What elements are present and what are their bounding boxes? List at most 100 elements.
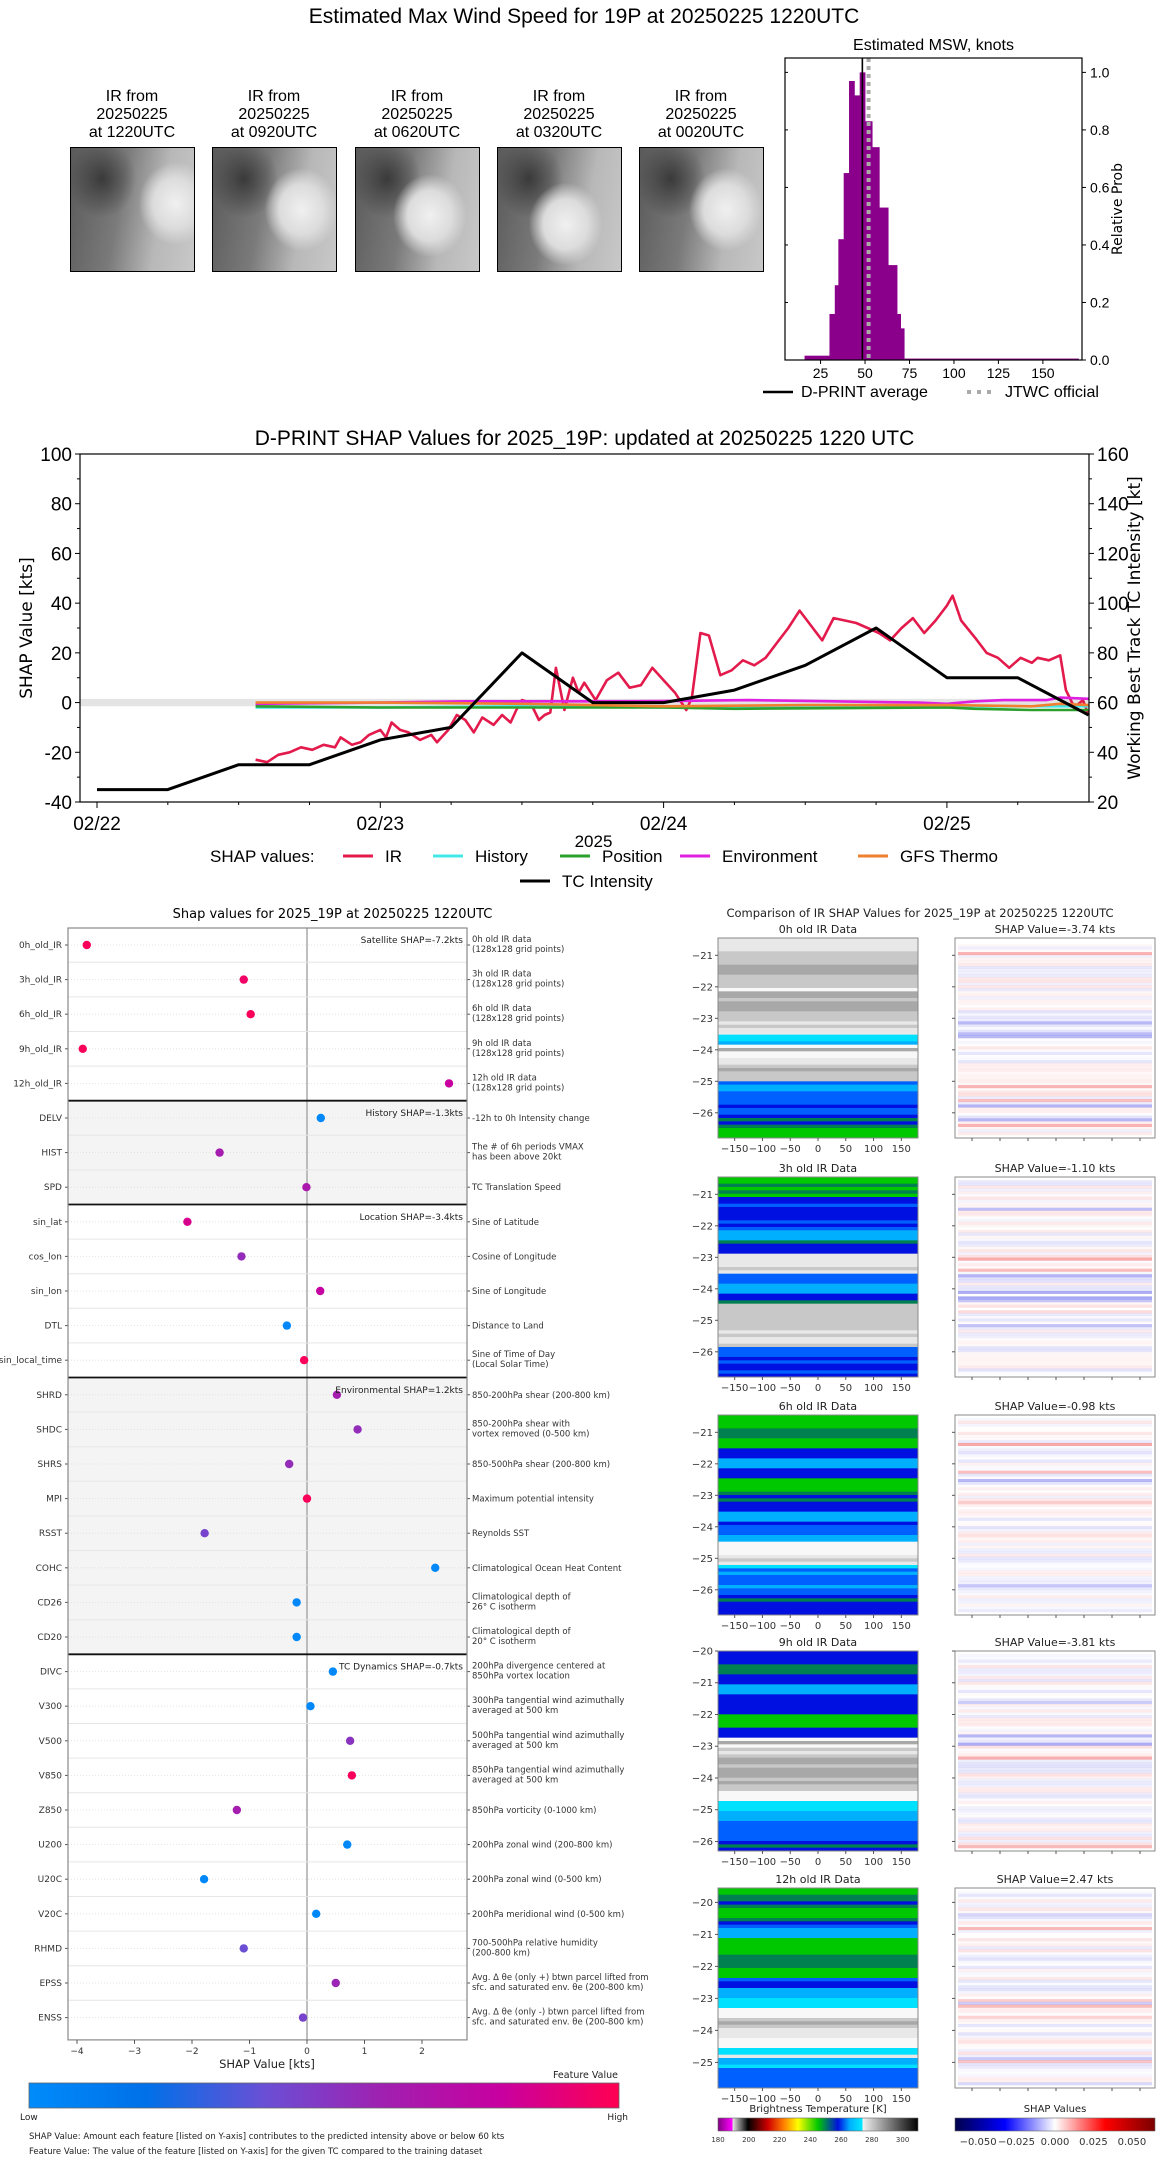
y-tick-label: -40 xyxy=(45,793,72,814)
shap-band xyxy=(958,971,1152,975)
feature-description: -12h to 0h Intensity change xyxy=(472,1114,590,1124)
y-tick-label: −22 xyxy=(692,1962,713,1973)
feature-description: (200-800 km) xyxy=(472,1948,530,1958)
ir-band xyxy=(718,1491,918,1496)
shap-colorbar-tick: 0.000 xyxy=(1041,2137,1070,2148)
ir-band xyxy=(718,1551,918,1556)
feature-label: sin_local_time xyxy=(0,1356,62,1366)
ir-band xyxy=(718,1078,918,1082)
group-label: Environmental SHAP=1.2kts xyxy=(335,1386,463,1396)
ir-panel-title: 6h old IR Data xyxy=(779,1400,857,1413)
caption-line: 20250225 xyxy=(96,106,168,123)
feature-description: 300hPa tangential wind azimuthally xyxy=(472,1696,624,1706)
y-right-tick-label: 160 xyxy=(1097,445,1129,466)
ir-band xyxy=(718,2034,918,2039)
shap-band xyxy=(958,1196,1152,1200)
bt-colorbar-tick: 280 xyxy=(865,2136,878,2144)
ir-band xyxy=(718,1098,918,1102)
ir-band xyxy=(718,1754,918,1759)
shap-band xyxy=(958,1454,1152,1458)
shap-band xyxy=(958,1507,1152,1510)
shap-band xyxy=(958,1575,1152,1580)
shap-band xyxy=(958,1448,1152,1452)
feature-description: 700-500hPa relative humidity xyxy=(472,1938,598,1948)
ir-band xyxy=(718,1360,918,1365)
ir-band xyxy=(718,1834,918,1839)
shap-band xyxy=(958,1731,1152,1735)
feature-dot xyxy=(302,1183,311,1192)
ir-band xyxy=(718,1290,918,1295)
ir-band xyxy=(718,1941,918,1946)
ir-band xyxy=(718,1591,918,1596)
ir-band xyxy=(718,1717,918,1722)
shap-band xyxy=(958,1290,1152,1294)
feature-value-colorbar xyxy=(28,2082,620,2109)
shap-band xyxy=(958,1703,1152,1707)
ir-band xyxy=(718,1230,918,1235)
x-tick-label: 2 xyxy=(419,2047,425,2057)
y-tick-label: −22 xyxy=(692,1221,713,1232)
ir-band xyxy=(718,1515,918,1519)
shap-band xyxy=(958,1521,1152,1524)
bt-colorbar-tick: 260 xyxy=(834,2136,847,2144)
ir-band xyxy=(718,1998,918,2002)
shap-band xyxy=(958,2035,1152,2039)
shap-band xyxy=(958,1921,1152,1925)
ir-band xyxy=(718,1001,918,1006)
shap-band xyxy=(958,1517,1152,1521)
shap-colorbar-tick: −0.025 xyxy=(998,2137,1035,2148)
shap-band xyxy=(958,1470,1152,1474)
feature-description: 20° C isotherm xyxy=(472,1637,536,1647)
ir-band xyxy=(718,1774,918,1779)
shap-band xyxy=(958,960,1152,964)
feature-dot xyxy=(282,1321,292,1330)
feature-label: 3h_old_IR xyxy=(19,976,62,986)
ir-panel-title: 3h old IR Data xyxy=(779,1162,857,1175)
shap-band xyxy=(958,1462,1152,1466)
ir-band xyxy=(718,1558,918,1563)
shap-colorbar-tick: 0.050 xyxy=(1118,2137,1147,2148)
shap-band xyxy=(958,1271,1152,1275)
ir-band xyxy=(718,1525,918,1529)
x-tick-label: −100 xyxy=(749,1621,776,1632)
shap-band xyxy=(958,1044,1152,1047)
feature-description: Climatological Ocean Heat Content xyxy=(472,1564,622,1574)
shap-band xyxy=(958,1515,1152,1518)
shap-band xyxy=(958,1728,1152,1732)
shap-band xyxy=(958,1781,1152,1785)
shap-band xyxy=(958,1316,1152,1319)
ir-band xyxy=(718,1347,918,1351)
shap-band xyxy=(958,1902,1152,1906)
y-tick-label: −25 xyxy=(692,2058,713,2069)
ir-band xyxy=(718,1111,918,1116)
shap-band xyxy=(958,1188,1152,1192)
feature-label: SPD xyxy=(44,1183,62,1193)
ir-band xyxy=(718,1727,918,1732)
ir-band xyxy=(718,951,918,956)
histogram-bar xyxy=(904,358,1079,360)
histogram-bar xyxy=(900,328,905,360)
shap-panel-title: SHAP Value=2.47 kts xyxy=(997,1873,1114,1886)
x-tick-label: −50 xyxy=(780,1383,801,1394)
shap-band xyxy=(958,1946,1152,1950)
y-tick-label: 100 xyxy=(40,445,72,466)
ir-band xyxy=(718,1721,918,1725)
ir-band xyxy=(718,1011,918,1016)
shap-band xyxy=(958,1897,1152,1900)
bt-colorbar-tick: 180 xyxy=(711,2136,724,2144)
shap-band xyxy=(958,1110,1152,1114)
ir-satellite-image xyxy=(355,147,480,272)
ir-band xyxy=(718,1313,918,1318)
ir-band xyxy=(718,2051,918,2056)
colorbar-high: High xyxy=(607,2113,628,2123)
ir-band xyxy=(718,1051,918,1056)
feature-description: sfc. and saturated env. θe (200-800 km) xyxy=(472,2018,644,2028)
shap-band xyxy=(958,1784,1152,1788)
ir-band xyxy=(718,1777,918,1782)
ir-band xyxy=(718,2014,918,2019)
shap-band xyxy=(958,1915,1152,1920)
shap-band xyxy=(958,1792,1152,1796)
x-tick-label: −3 xyxy=(128,2047,141,2057)
ir-band xyxy=(718,994,918,999)
shap-band xyxy=(958,1806,1152,1810)
